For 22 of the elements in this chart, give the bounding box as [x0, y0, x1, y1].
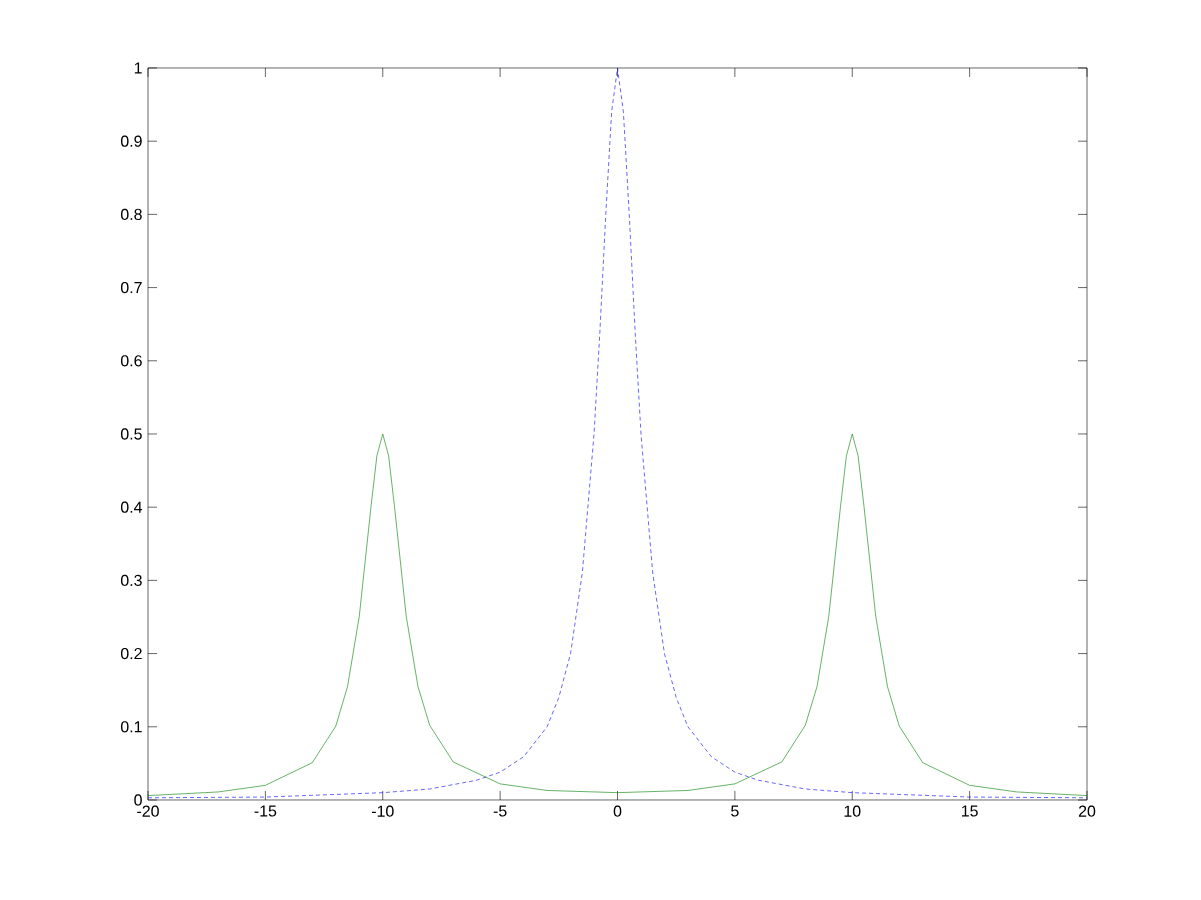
x-tick-label: 20: [1078, 805, 1096, 817]
x-tick-label: -20: [137, 805, 159, 817]
x-tick-label: -5: [493, 805, 507, 817]
x-tick-label: -15: [254, 805, 277, 817]
y-tick-label: 1: [134, 62, 142, 74]
y-tick-label: 0.8: [120, 208, 142, 221]
line-series: [148, 433, 1088, 796]
x-tick-label: 10: [844, 805, 861, 817]
x-tick-label: 5: [731, 805, 739, 817]
x-tick-label: -10: [371, 805, 394, 817]
y-tick-label: 0.7: [120, 281, 142, 294]
y-tick-label: 0.9: [120, 135, 142, 147]
y-tick-label: 0.3: [120, 574, 142, 587]
y-tick-label: 0.2: [120, 647, 142, 660]
y-tick-label: 0.4: [120, 501, 143, 513]
x-tick-label: 0: [613, 805, 622, 817]
y-tick-label: 0.1: [120, 721, 142, 733]
y-tick-label: 0.5: [120, 428, 142, 440]
y-tick-label: 0.6: [120, 355, 142, 367]
x-tick-label: 15: [961, 805, 978, 817]
line-series: [148, 67, 1088, 799]
y-tick-label: 0: [134, 794, 142, 806]
